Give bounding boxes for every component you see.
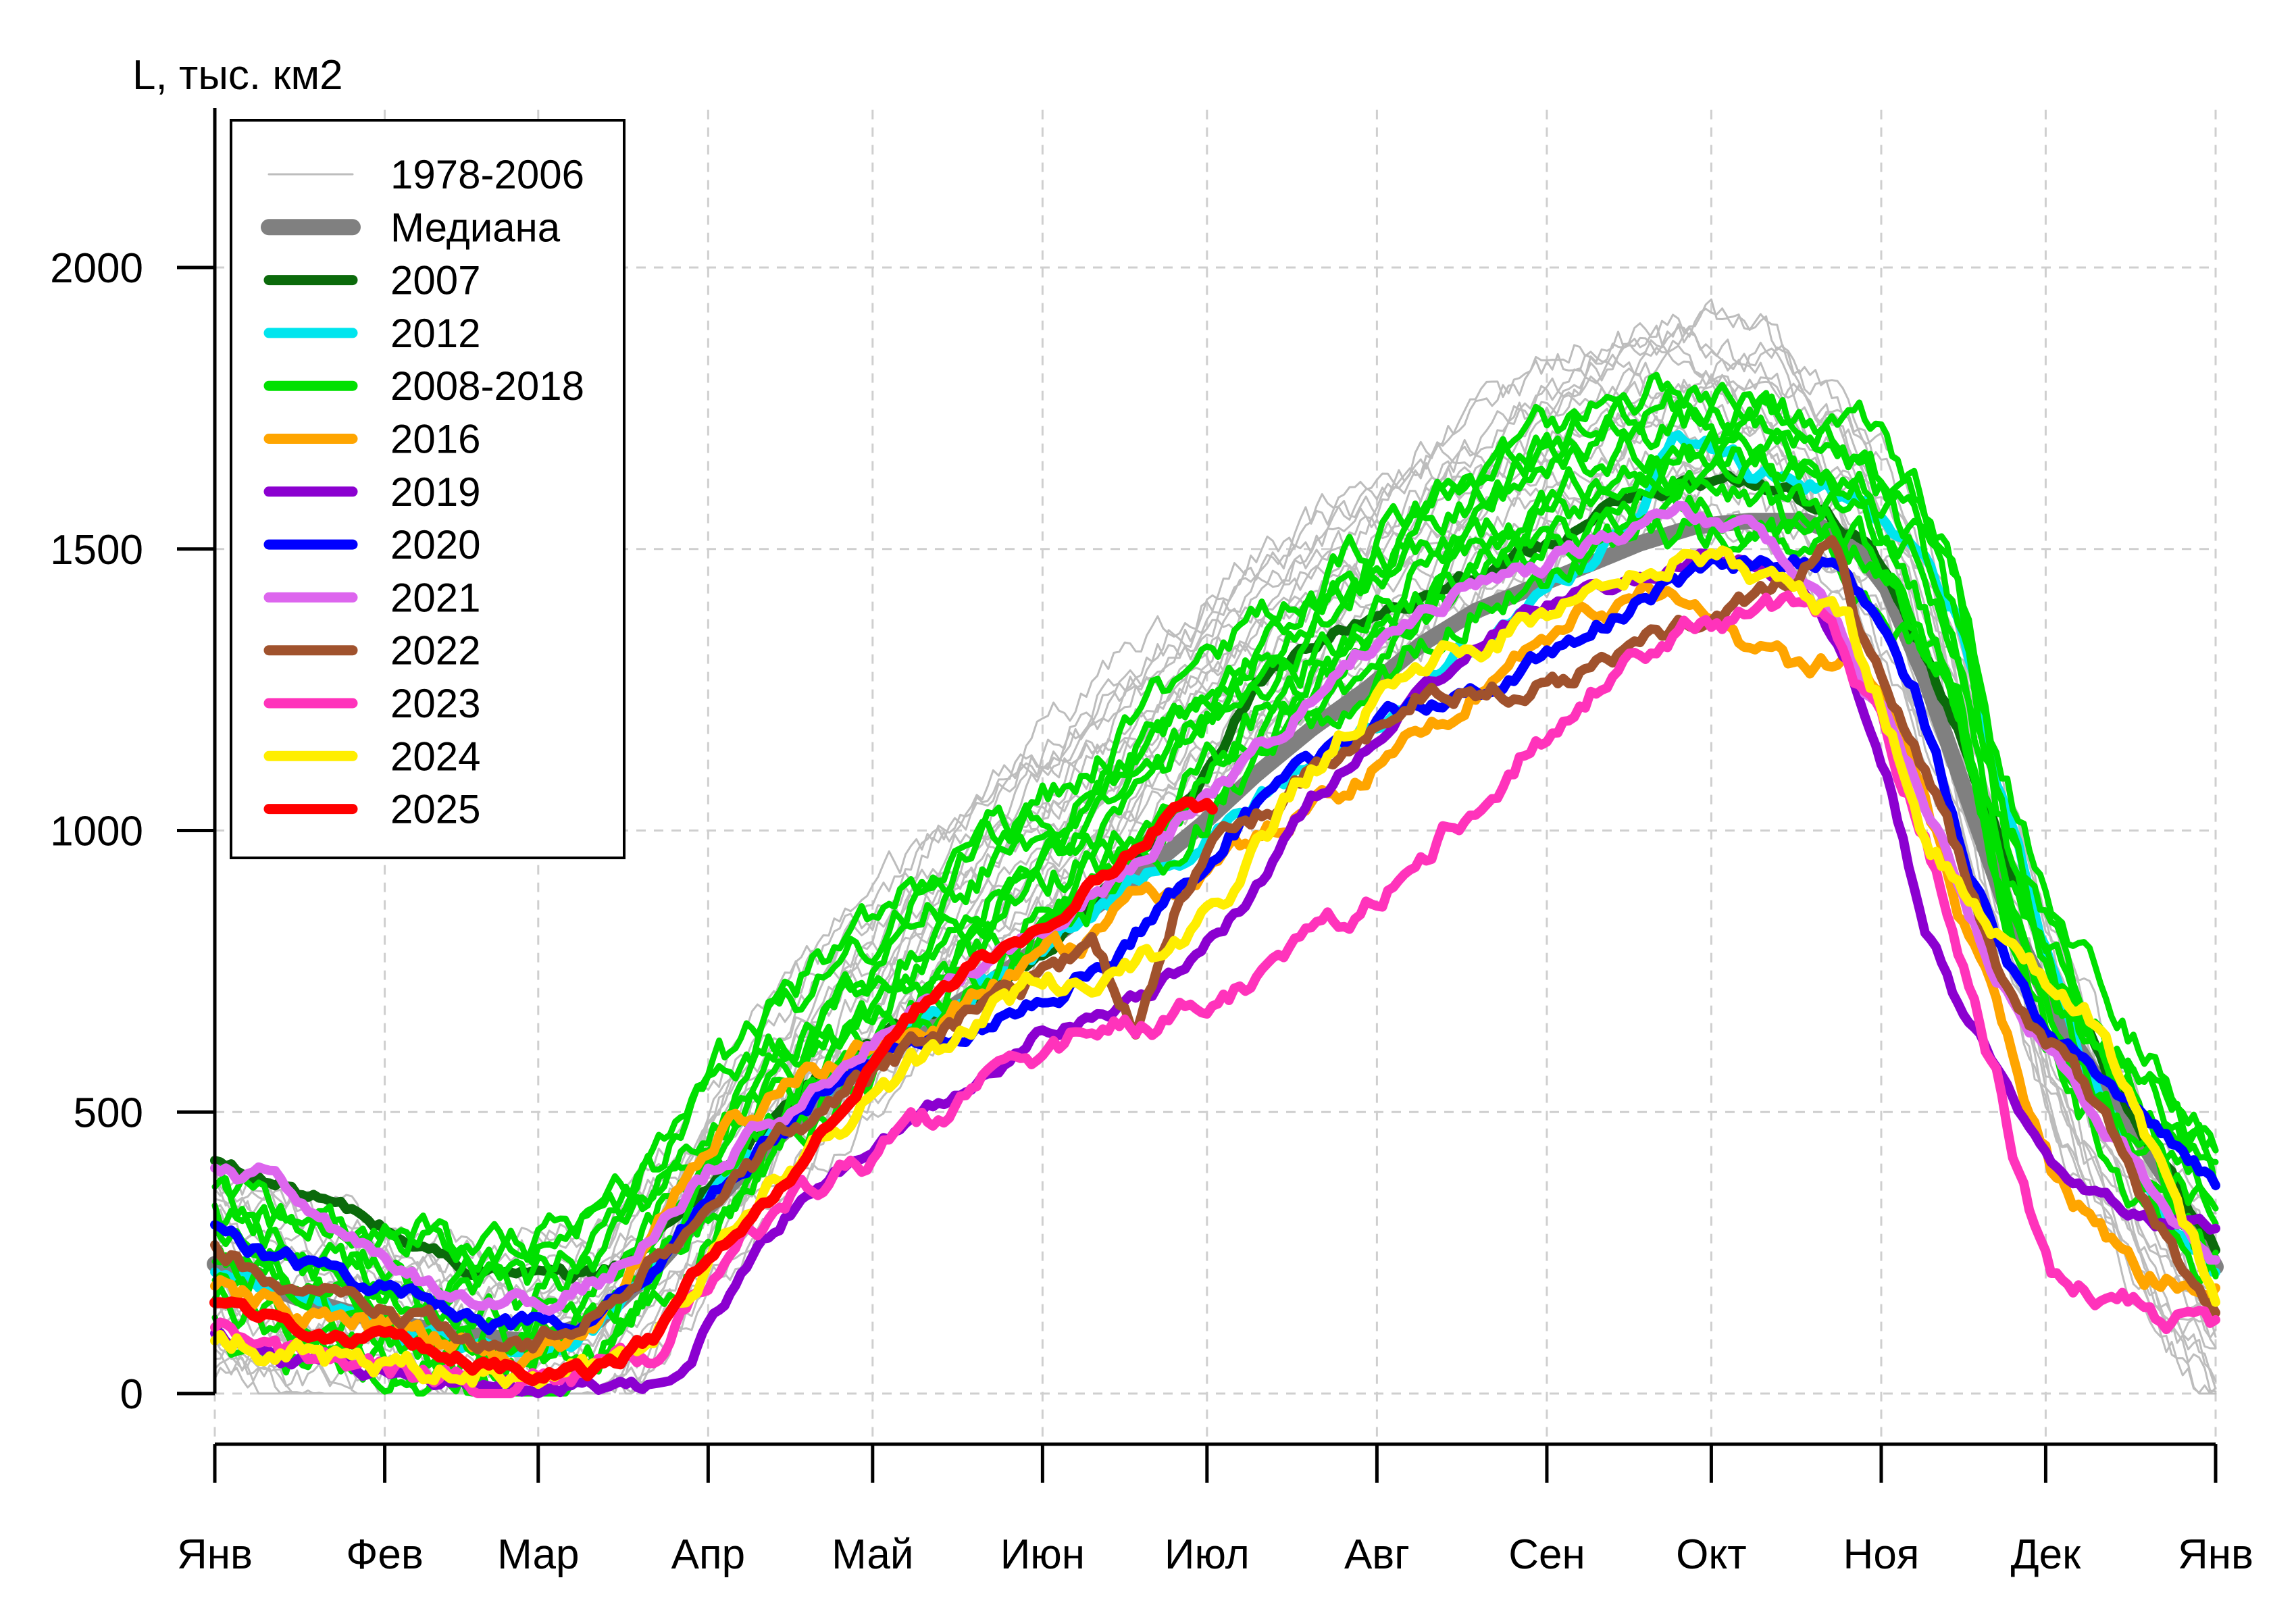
- legend-item: 2024: [263, 734, 480, 779]
- x-tick-label: Ноя: [1843, 1531, 1920, 1578]
- x-tick-label: Июн: [1000, 1531, 1085, 1578]
- legend-item: 2022: [263, 628, 480, 673]
- series-line: [213, 345, 2217, 1306]
- y-axis-title: L, тыс. км2: [132, 52, 343, 99]
- legend-label: 2007: [390, 258, 480, 303]
- legend-label: 2016: [390, 417, 480, 462]
- x-tick-label: Янв: [2178, 1531, 2253, 1578]
- x-tick-label: Май: [832, 1531, 913, 1578]
- series-line: [211, 428, 2219, 1315]
- legend-label: 2008-2018: [390, 363, 584, 409]
- series-2022: [210, 535, 2220, 1354]
- series-line: [210, 554, 2220, 1336]
- legend-item: 2019: [263, 469, 480, 515]
- legend-label: 2021: [390, 575, 480, 620]
- y-tick-label: 1000: [50, 809, 143, 855]
- x-tick-label: Мар: [497, 1531, 579, 1578]
- legend-label: 2022: [390, 628, 480, 673]
- legend-label: 2023: [390, 681, 480, 726]
- series-line: [211, 388, 2219, 1273]
- series-line: [210, 535, 2220, 1354]
- legend-item: 2012: [263, 311, 480, 356]
- x-tick-label: Апр: [671, 1531, 745, 1578]
- x-tick-label: Дек: [2011, 1531, 2081, 1578]
- x-tick-label: Июл: [1165, 1531, 1250, 1578]
- series-2019: [210, 548, 2220, 1398]
- legend-item: 2007: [263, 258, 480, 303]
- y-tick-label: 2000: [50, 245, 143, 292]
- legend-item: Медиана: [261, 205, 561, 250]
- legend-item: 2021: [263, 575, 480, 620]
- legend-item: 2020: [263, 522, 480, 567]
- x-tick-label: Фев: [346, 1531, 424, 1578]
- series-2020: [210, 554, 2220, 1336]
- x-tick-label: Окт: [1676, 1531, 1746, 1578]
- legend-label: 2024: [390, 734, 480, 779]
- x-tick-label: Сен: [1508, 1531, 1585, 1578]
- series-line: [211, 372, 2219, 1263]
- y-tick-label: 0: [120, 1371, 143, 1418]
- legend-label: 2025: [390, 787, 480, 832]
- legend-item: 2023: [263, 681, 480, 726]
- legend: 1978-2006 Медиана 2007 2012 2008-2018 2016 201…: [230, 119, 626, 859]
- legend-label: 2020: [390, 522, 480, 567]
- legend-item: 2025: [263, 787, 480, 832]
- legend-item: 2016: [263, 417, 480, 462]
- legend-item: 2008-2018: [263, 363, 584, 409]
- legend-label: 1978-2006: [390, 152, 584, 197]
- legend-label: 2019: [390, 469, 480, 515]
- y-tick-label: 1500: [50, 527, 143, 573]
- series-line: [213, 298, 2217, 1265]
- axes: 0 500 1000 1500 2000 Янв Фев Мар Апр Май Июн Июл Авг…: [50, 108, 2253, 1578]
- series-line: [209, 796, 1218, 1387]
- series-2025: [209, 796, 1218, 1387]
- legend-label: Медиана: [390, 205, 561, 250]
- y-tick-label: 500: [74, 1090, 143, 1136]
- series-layer: [207, 298, 2224, 1398]
- series-line: [210, 548, 2220, 1398]
- x-tick-label: Авг: [1344, 1531, 1410, 1578]
- x-tick-label: Янв: [177, 1531, 253, 1578]
- legend-label: 2012: [390, 311, 480, 356]
- legend-item: 1978-2006: [267, 152, 584, 197]
- series-line: [213, 307, 2217, 1267]
